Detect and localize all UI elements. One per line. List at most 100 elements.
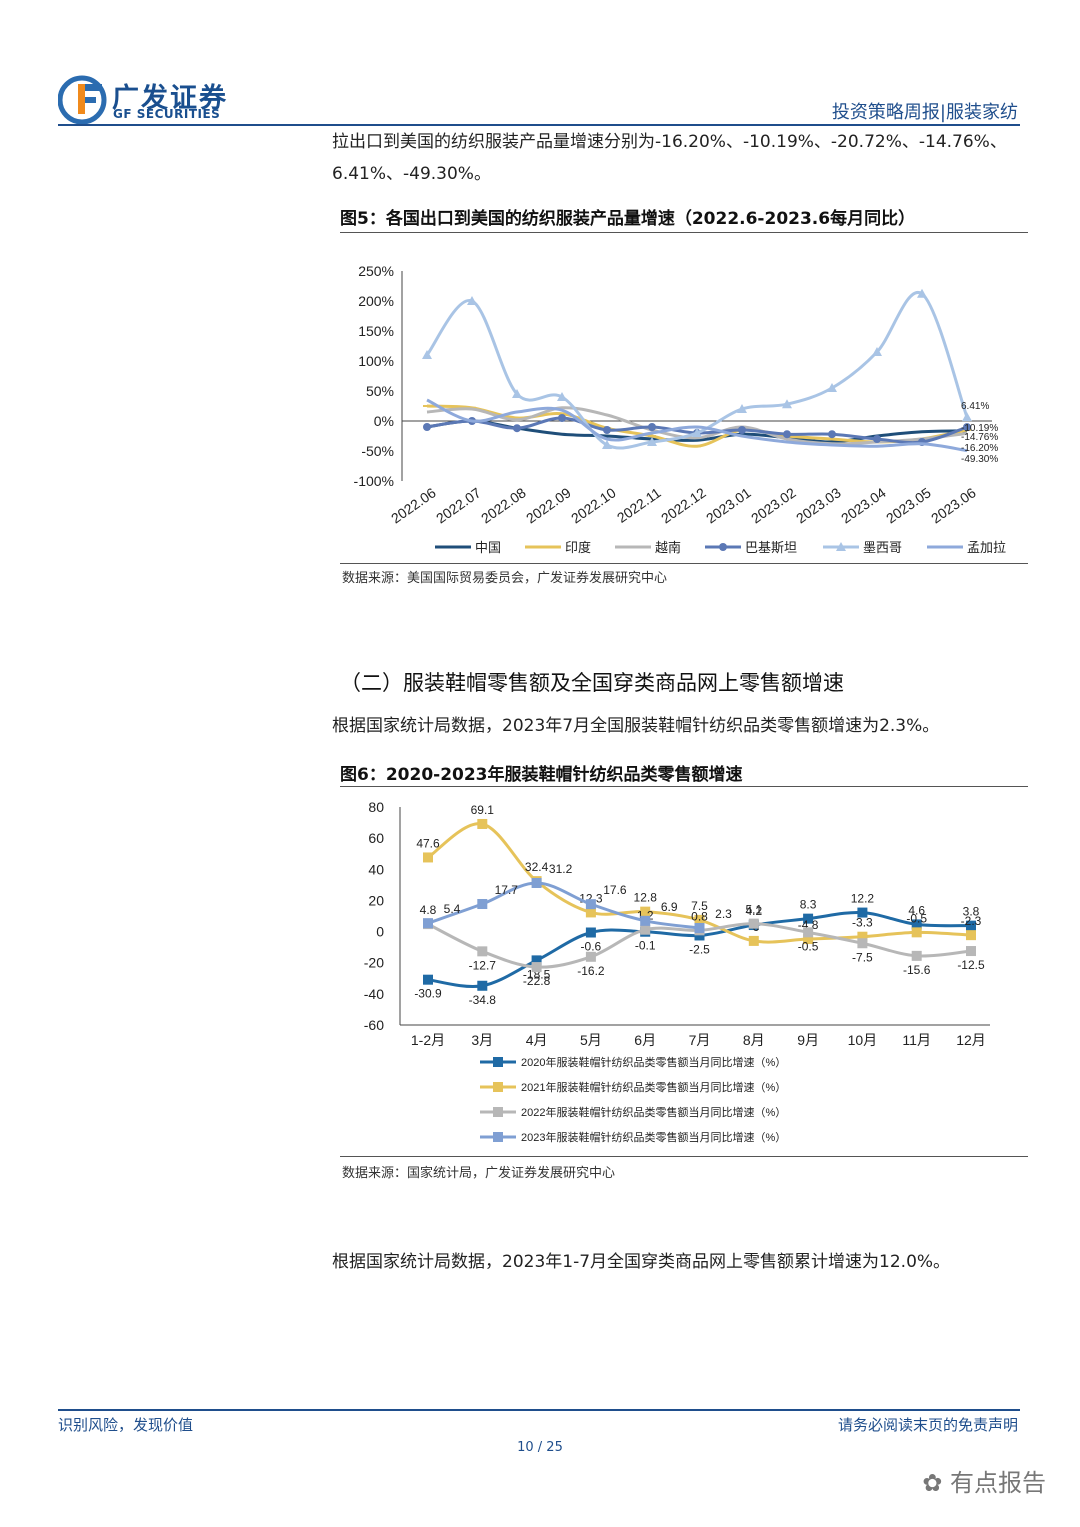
fig6-data-point: [911, 950, 922, 961]
fig5-data-point: [917, 288, 927, 298]
gf-logo-mark: [57, 74, 233, 126]
fig6-x-tick-label: 9月: [797, 1032, 819, 1048]
fig5-data-point: [782, 399, 792, 409]
fig6-data-label: -22.8: [523, 974, 551, 988]
fig6-y-tick-label: -40: [364, 986, 384, 1002]
fig6-data-label: 12.2: [851, 892, 875, 906]
fig6-data-point: [857, 907, 868, 918]
fig5-data-point: [602, 440, 612, 449]
fig6-chart: 80 60 40 20 0 -20 -40 -60 1-2月 3月 4月 5月 6月 7月 8月 9月 10月 1…: [364, 799, 990, 1144]
fig6-data-label: -18.5: [523, 967, 551, 981]
fig6-data-point: [477, 980, 488, 991]
fig5-y-tick-label: 200%: [358, 293, 394, 309]
fig5-series-line: [426, 398, 968, 453]
fig6-series-line: [427, 881, 700, 930]
fig5-data-point: [512, 389, 522, 398]
fig5-end-label: -49.30%: [961, 454, 998, 465]
fig6-y-tick-label: 40: [368, 861, 384, 877]
fig5-data-point: [467, 296, 477, 305]
fig5-bottom-rule: [340, 563, 1028, 564]
fig6-data-point: [423, 918, 433, 929]
fig6-data-label: -0.6: [581, 940, 602, 954]
fig5-legend-label: 巴基斯坦: [745, 540, 797, 555]
fig6-data-point: [585, 899, 596, 910]
fig5-legend-label: 墨西哥: [863, 540, 902, 555]
fig6-data-label: -15.6: [903, 963, 931, 977]
fig6-data-label: 0.8: [691, 909, 708, 923]
fig6-data-point: [585, 951, 596, 962]
fig6-y-tick-label: -60: [364, 1017, 384, 1033]
fig6-data-point: [585, 907, 596, 918]
fig6-data-label: 4.2: [745, 904, 762, 918]
fig6-data-point: [966, 930, 976, 941]
paragraph-1: 拉出口到美国的纺织服装产品量增速分别为-16.20%、-10.19%、-20.7…: [332, 132, 1007, 184]
fig5-data-point: [827, 383, 837, 392]
fig5-x-tick-label: 2023.06: [928, 484, 979, 526]
fig5-data-point: [737, 404, 747, 413]
fig6-legend-label: 2020年服装鞋帽针纺织品类零售额当月同比增速（%）: [521, 1055, 786, 1069]
fig6-data-label: 3.8: [963, 905, 980, 919]
fig6-x-tick-label: 11月: [902, 1032, 931, 1048]
logo-english: GF SECURITIES: [113, 107, 221, 121]
fig6-data-label: -16.2: [577, 964, 605, 978]
fig6-data-label: 2.3: [715, 907, 732, 921]
watermark-text: 有点报告: [950, 1469, 1046, 1497]
fig6-data-point: [423, 974, 433, 985]
fig5-x-tick-label: 2023.03: [793, 484, 844, 526]
fig6-data-point: [966, 920, 976, 931]
fig6-x-tick-label: 10月: [848, 1032, 878, 1048]
fig6-source: 数据来源：国家统计局，广发证券发展研究中心: [342, 1166, 616, 1181]
fig6-x-tick-label: 3月: [471, 1032, 493, 1048]
fig6-y-tick-label: 0: [376, 924, 384, 940]
fig5-data-point: [423, 423, 431, 431]
fig6-data-label: 5.1: [745, 903, 762, 917]
fig6-data-point: [531, 962, 542, 973]
fig6-data-point: [911, 927, 922, 938]
fig6-x-tick-label: 12月: [956, 1032, 986, 1048]
fig6-data-point: [803, 934, 814, 945]
fig6-data-point: [531, 877, 542, 888]
fig6-data-label: -7.5: [852, 950, 873, 964]
watermark: ✿ 有点报告: [922, 1463, 1046, 1498]
footer-divider: [58, 1409, 1020, 1411]
fig5-y-tick-label: 50%: [366, 383, 394, 399]
fig5-x-tick-label: 2022.06: [388, 484, 439, 526]
fig6-x-tick-label: 8月: [743, 1032, 765, 1048]
footer-disclaimer: 请务必阅读末页的免责声明: [837, 1416, 1018, 1434]
fig5-y-tick-label: -50%: [361, 443, 394, 459]
fig6-y-tick-label: -20: [364, 955, 384, 971]
fig6-data-point: [694, 930, 705, 941]
logo-chinese: 广发证券: [112, 83, 228, 114]
fig5-x-tick-label: 2023.04: [838, 484, 889, 526]
fig5-x-tick-label: 2022.11: [614, 484, 664, 526]
fig5-data-point: [738, 426, 746, 434]
fig5-data-point: [783, 430, 791, 439]
fig6-x-tick-label: 7月: [689, 1032, 711, 1048]
fig6-data-label: -12.7: [469, 958, 497, 972]
fig6-data-point: [585, 927, 596, 938]
fig6-data-label: -2.5: [689, 942, 710, 956]
wechat-icon: ✿: [922, 1469, 950, 1497]
fig5-data-point: [558, 414, 566, 422]
fig6-legend-label: 2023年服装鞋帽针纺织品类零售额当月同比增速（%）: [521, 1130, 786, 1144]
fig5-legend-label: 孟加拉: [967, 540, 1006, 555]
fig6-data-label: -12.5: [957, 958, 985, 972]
fig6-data-point: [640, 924, 651, 935]
report-title: 投资策略周报|服装家纺: [831, 102, 1018, 123]
fig6-x-tick-label: 6月: [634, 1032, 656, 1048]
fig6-data-point: [803, 927, 814, 938]
fig6-data-point: [531, 955, 542, 966]
fig5-y-tick-label: 250%: [358, 263, 394, 279]
fig6-legend-label: 2021年服装鞋帽针纺织品类零售额当月同比增速（%）: [521, 1080, 786, 1094]
paragraph-2: 根据国家统计局数据，2023年7月全国服装鞋帽针纺织品类零售额增速为2.3%。: [332, 716, 940, 736]
fig6-title: 图6：2020-2023年服装鞋帽针纺织品类零售额增速: [340, 765, 743, 785]
section-heading: （二）服装鞋帽零售额及全国穿类商品网上零售额增速: [340, 671, 844, 695]
fig6-data-point: [640, 906, 651, 917]
fig6-legend-marker: [493, 1082, 503, 1092]
fig6-data-point: [857, 938, 868, 949]
fig6-data-label: 7.5: [691, 899, 708, 913]
fig5-end-label: -14.76%: [961, 432, 998, 443]
fig6-legend-marker: [493, 1107, 503, 1117]
fig5-end-label: -16.20%: [961, 443, 998, 454]
fig6-data-point: [477, 946, 488, 957]
